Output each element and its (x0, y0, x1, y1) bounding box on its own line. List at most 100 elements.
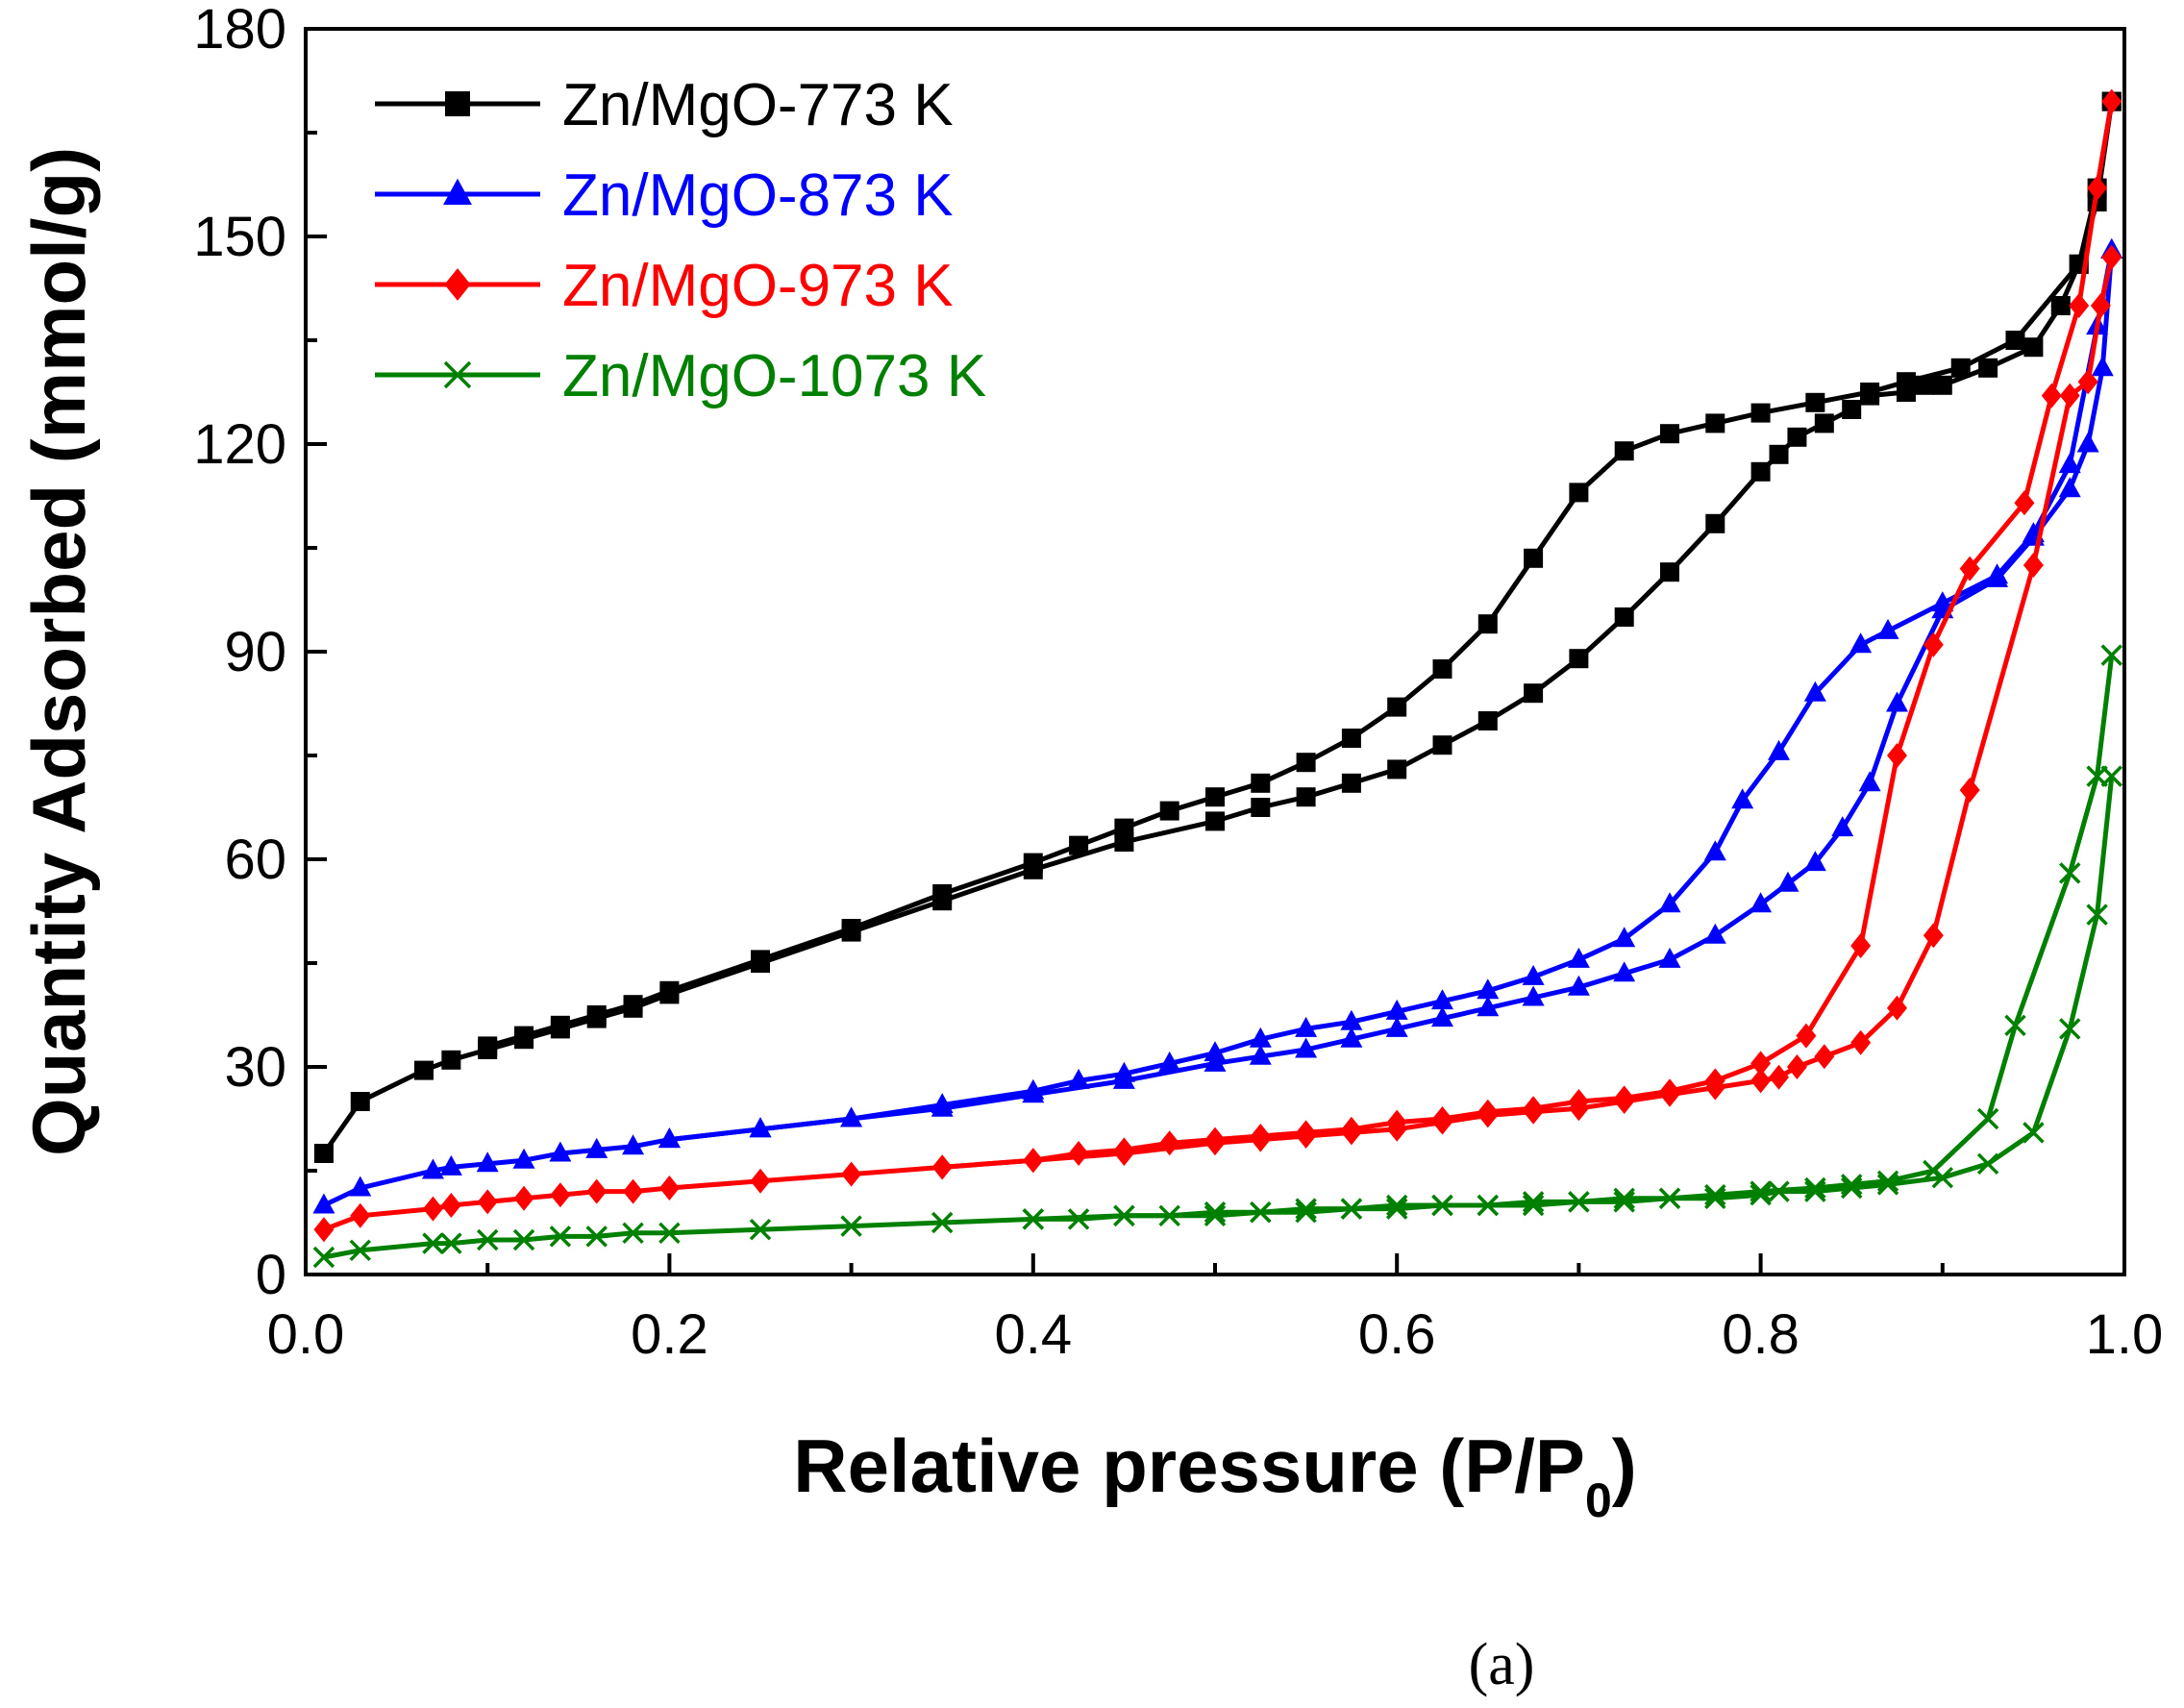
legend-entry: Zn/MgO-773 K (375, 72, 954, 138)
y-axis-title: Quantity Adsorbed (mmol/g) (16, 147, 101, 1156)
data-point-triangle (1658, 947, 1681, 968)
data-point-triangle (1522, 985, 1545, 1006)
data-point-square (1569, 649, 1589, 669)
data-point-square (350, 1092, 370, 1111)
data-point-x (1022, 1208, 1045, 1230)
data-point-triangle (1385, 1016, 1408, 1037)
data-point-triangle (749, 1117, 772, 1138)
series-zn-mgo-873-k (312, 237, 2123, 1214)
data-point-square (1750, 461, 1771, 482)
data-point-diamond (1113, 1137, 1134, 1163)
data-point-x (549, 1225, 572, 1248)
data-point-triangle (1431, 989, 1453, 1010)
data-point-square (1023, 853, 1043, 873)
data-point-square (1950, 358, 1971, 378)
series-zn-mgo-973-k (313, 88, 2122, 1243)
data-point-x (1704, 1187, 1726, 1210)
data-point-square (659, 980, 680, 1001)
y-tick-label: 150 (193, 206, 286, 268)
data-point-diamond (513, 1185, 534, 1211)
data-point-triangle (1703, 840, 1726, 861)
data-point-x (1477, 1194, 1500, 1217)
data-point-diamond (2023, 553, 2044, 578)
data-point-square (1069, 835, 1089, 855)
data-point-triangle (2058, 453, 2081, 474)
data-point-diamond (2087, 175, 2108, 201)
data-point-x (1204, 1201, 1227, 1224)
data-point-triangle (1249, 1044, 1272, 1065)
data-point-square (1524, 683, 1544, 704)
data-point-triangle (1249, 1027, 1272, 1048)
data-point-x (749, 1218, 772, 1241)
data-point-x (1613, 1187, 1635, 1210)
adsorption-branch-line (323, 257, 2115, 1232)
data-point-x (1385, 1194, 1408, 1217)
data-point-triangle (931, 1093, 954, 1114)
data-point-triangle (1986, 563, 2009, 584)
data-point-square (1769, 444, 1789, 464)
data-point-triangle (1477, 978, 1500, 1000)
series-zn-mgo-773-k (313, 91, 2122, 1163)
data-point-square (1750, 403, 1771, 423)
data-point-x (1340, 1198, 1363, 1220)
data-point-triangle (1858, 771, 1881, 792)
data-point-square (1705, 513, 1725, 533)
data-point-diamond (1341, 1116, 1362, 1142)
data-point-square (1477, 614, 1498, 634)
data-point-triangle (2076, 432, 2099, 453)
data-point-square (1477, 711, 1498, 730)
data-point-x (1385, 1198, 1408, 1220)
data-point-triangle (1158, 1051, 1181, 1072)
data-point-triangle (1803, 681, 1826, 702)
data-point-triangle (658, 1127, 681, 1149)
data-point-diamond (1750, 1051, 1772, 1077)
x-tick-label: 0.8 (1722, 1303, 1799, 1366)
data-point-square (1524, 548, 1544, 568)
data-point-diamond (1814, 1044, 1835, 1070)
data-point-square (1432, 659, 1452, 679)
data-point-diamond (750, 1168, 771, 1194)
data-point-square (2023, 337, 2044, 358)
data-point-square (441, 1050, 461, 1070)
data-point-square (514, 1026, 534, 1046)
data-point-x (1431, 1194, 1453, 1217)
legend-label: Zn/MgO-973 K (562, 253, 954, 319)
data-point-square (1296, 787, 1316, 807)
data-point-x (443, 360, 472, 389)
data-point-square (1159, 801, 1179, 821)
data-point-diamond (350, 1202, 371, 1228)
data-point-triangle (1849, 632, 1873, 654)
data-point-diamond (1750, 1068, 1772, 1094)
data-point-x (658, 1222, 681, 1245)
data-point-x (931, 1211, 954, 1234)
data-point-x (2086, 904, 2108, 926)
data-point-square (1978, 358, 1998, 378)
data-point-diamond (1786, 1054, 1807, 1079)
data-point-triangle (1431, 1006, 1453, 1027)
legend-entry: Zn/MgO-973 K (375, 253, 954, 319)
data-point-x (840, 1215, 862, 1237)
data-point-diamond (2101, 244, 2122, 270)
data-point-square (445, 91, 470, 116)
data-point-triangle (1613, 961, 1636, 982)
x-axis-title-end: ) (1612, 1423, 1637, 1508)
data-point-triangle (1831, 816, 1854, 837)
data-point-diamond (1296, 1120, 1317, 1146)
data-point-diamond (1887, 743, 1907, 768)
legend-label: Zn/MgO-873 K (562, 162, 954, 229)
data-point-triangle (1204, 1041, 1227, 1062)
data-point-diamond (2059, 383, 2080, 408)
y-tick-label: 0 (256, 1244, 286, 1306)
data-point-square (1614, 441, 1634, 461)
data-point-diamond (444, 268, 471, 301)
data-point-triangle (512, 1148, 535, 1169)
data-point-diamond (1568, 1089, 1589, 1114)
desorption-branch-line (1032, 655, 2115, 1222)
data-point-x (1876, 1170, 1899, 1193)
data-point-triangle (1522, 964, 1545, 985)
data-point-triangle (1477, 996, 1500, 1017)
data-point-triangle (1776, 871, 1799, 892)
data-point-x (476, 1228, 499, 1251)
adsorption-branch-line (322, 250, 2115, 1208)
data-point-diamond (1923, 923, 1944, 949)
